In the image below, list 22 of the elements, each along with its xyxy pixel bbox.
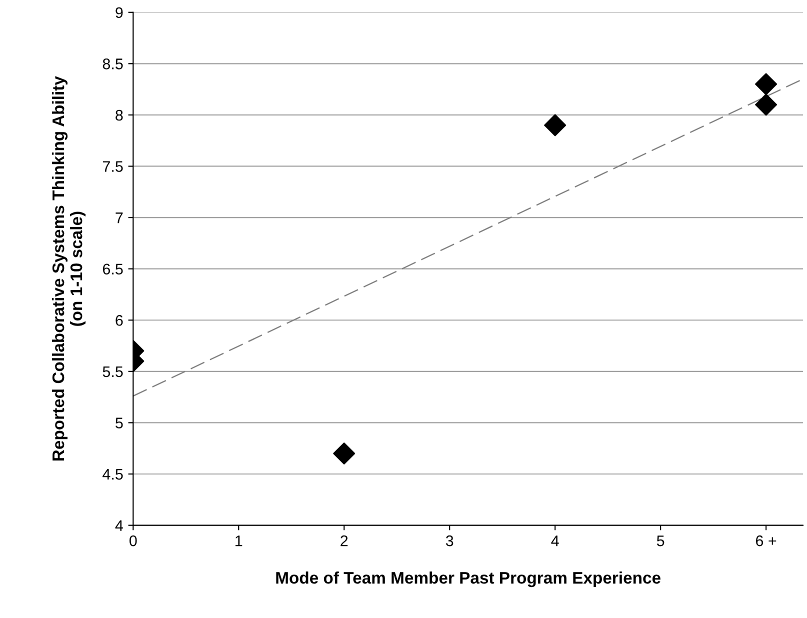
y-tick-label: 4.5 bbox=[102, 469, 123, 480]
y-tick-label: 8 bbox=[116, 110, 123, 121]
x-tick-label: 3 bbox=[446, 535, 454, 546]
y-axis-title: Reported Collaborative Systems Thinking Ability (on 1-10 scale) bbox=[52, 76, 86, 460]
x-tick-label: 2 bbox=[340, 535, 348, 546]
y-tick-label: 6 bbox=[116, 314, 123, 326]
x-tick-label: 6 + bbox=[756, 535, 776, 546]
y-tick-label: 7.5 bbox=[102, 161, 123, 172]
x-tick-label: 5 bbox=[656, 536, 664, 546]
point bbox=[755, 73, 778, 96]
y-tick-label: 5.5 bbox=[102, 366, 123, 378]
y-tick-label: 4 bbox=[115, 520, 123, 531]
y-tick-label: 7 bbox=[116, 212, 123, 224]
x-tick-label: 4 bbox=[551, 536, 559, 546]
x-axis-title: Mode of Team Member Past Program Experience bbox=[276, 571, 660, 588]
y-tick-label: 8.5 bbox=[102, 58, 123, 70]
y-tick-label: 5 bbox=[116, 418, 123, 428]
point bbox=[755, 94, 778, 116]
y-tick-label: 6.5 bbox=[102, 264, 123, 275]
x-tick-label: 0 bbox=[130, 535, 137, 546]
x-tick-label: 1 bbox=[236, 536, 242, 546]
y-tick-label: 9 bbox=[116, 7, 123, 18]
